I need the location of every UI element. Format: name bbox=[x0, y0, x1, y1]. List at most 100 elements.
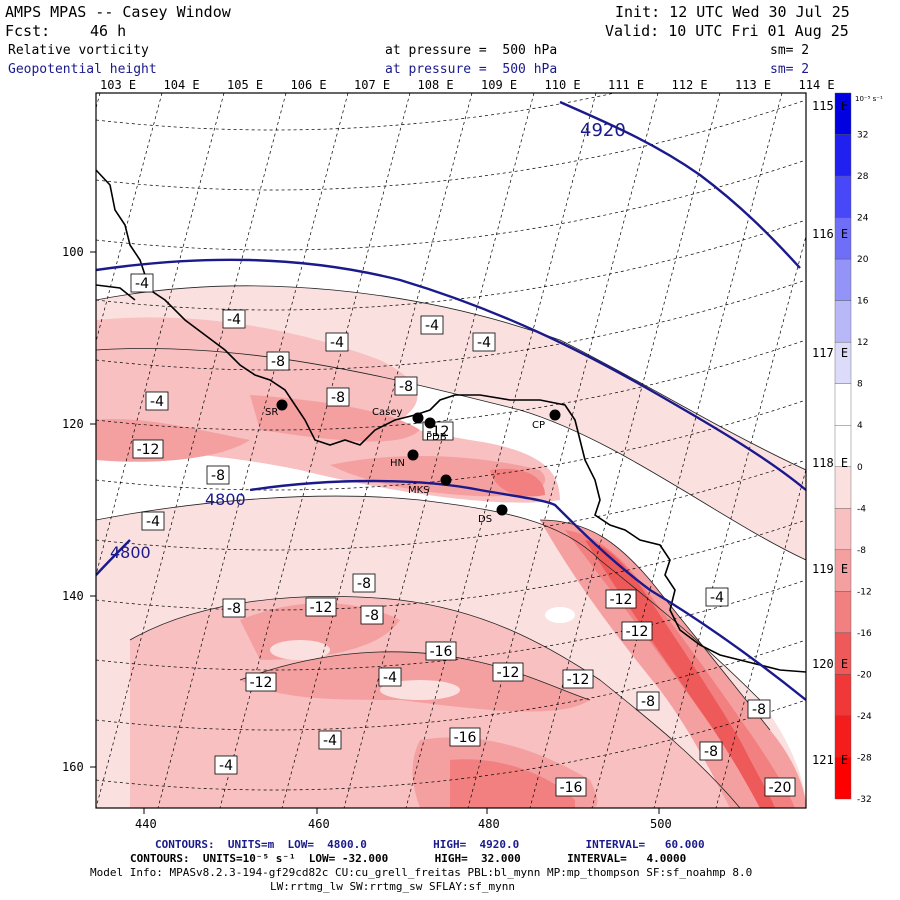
vorticity-label-text: -12 bbox=[626, 624, 649, 640]
height-contour-label: 4920 bbox=[580, 120, 626, 141]
y-tick-label: 140 bbox=[62, 589, 84, 603]
longitude-label-top: 109 E bbox=[481, 78, 517, 92]
valid-time: Valid: 10 UTC Fri 01 Aug 25 bbox=[605, 22, 849, 40]
vorticity-contour-label: -12 bbox=[245, 672, 277, 692]
station-label: HN bbox=[390, 458, 405, 469]
vorticity-contour-label: -8 bbox=[699, 741, 723, 761]
longitude-label-top: 111 E bbox=[608, 78, 644, 92]
vorticity-label-text: -4 bbox=[150, 394, 164, 410]
colorbar-tick-label: 32 bbox=[857, 131, 868, 141]
vorticity-label-box bbox=[555, 777, 587, 797]
station-dot bbox=[549, 409, 561, 421]
parallel-line bbox=[96, 639, 806, 731]
vorticity-contour-label: -8 bbox=[266, 351, 290, 371]
station-label: CP bbox=[532, 420, 545, 431]
colorbar-tick-label: -12 bbox=[857, 587, 872, 597]
vorticity-label-box bbox=[472, 332, 496, 352]
station-dot bbox=[424, 417, 436, 429]
parallel-line bbox=[96, 93, 617, 131]
vorticity-label-text: -8 bbox=[211, 468, 225, 484]
forecast-label: Fcst: bbox=[5, 22, 51, 40]
longitude-label-top: 114 E bbox=[799, 78, 835, 92]
coastline bbox=[96, 169, 806, 673]
vorticity-label-box bbox=[352, 573, 376, 593]
footer-model-info: Model Info: MPASv8.2.3-194-gf29cd82c CU:… bbox=[90, 866, 753, 879]
vorticity-label-box bbox=[747, 699, 771, 719]
vorticity-contour-label: -4 bbox=[141, 511, 165, 531]
station-marker: DS bbox=[478, 504, 508, 525]
vorticity-label-box bbox=[378, 667, 402, 687]
colorbar-swatch bbox=[834, 674, 852, 717]
vorticity-label-text: -4 bbox=[383, 670, 397, 686]
parallel-line bbox=[96, 99, 806, 191]
vorticity-label-box bbox=[318, 730, 342, 750]
station-label: MKS bbox=[408, 485, 430, 496]
vorticity-label-text: -4 bbox=[219, 758, 233, 774]
vorticity-label-box bbox=[222, 309, 246, 329]
station-dot bbox=[440, 474, 452, 486]
init-time: Init: 12 UTC Wed 30 Jul 25 bbox=[615, 3, 850, 21]
vorticity-label-text: -12 bbox=[610, 592, 633, 608]
vorticity-label-box bbox=[325, 332, 349, 352]
vorticity-label-box bbox=[130, 273, 154, 293]
vorticity-label-text: -8 bbox=[752, 702, 766, 718]
parallel-line bbox=[96, 339, 806, 431]
colorbar-swatch bbox=[834, 508, 852, 551]
x-tick-label: 440 bbox=[135, 817, 157, 831]
vorticity-label-text: -8 bbox=[271, 354, 285, 370]
height-contour-4800-north bbox=[96, 258, 806, 491]
y-tick-label: 120 bbox=[62, 417, 84, 431]
station-label: Casey bbox=[372, 407, 402, 418]
station-label: PDB bbox=[426, 432, 447, 443]
field2-name: Geopotential height bbox=[8, 62, 157, 77]
vorticity-label-text: -12 bbox=[497, 665, 520, 681]
vorticity-label-text: -4 bbox=[135, 276, 149, 292]
x-tick-label: 480 bbox=[478, 817, 500, 831]
station-label: DS bbox=[478, 514, 492, 525]
vorticity-label-layer: -4 -4 -4 -4 -4 -8 -8 -8 -4 -12 -8 -4 -8 -8 -12 -8 -16 -12… bbox=[130, 273, 796, 797]
vorticity-label-text: -4 bbox=[323, 733, 337, 749]
colorbar-swatch bbox=[834, 757, 852, 800]
colorbar-swatch bbox=[834, 715, 852, 758]
vorticity-label-text: -8 bbox=[331, 390, 345, 406]
longitude-label-top: 103 E bbox=[100, 78, 136, 92]
forecast-value: 46 h bbox=[90, 22, 127, 40]
vorticity-label-text: -20 bbox=[769, 780, 792, 796]
footer-vorticity-contours: CONTOURS: UNITS=10⁻⁵ s⁻¹ LOW= -32.000 HI… bbox=[130, 852, 687, 865]
vorticity-contour-label: -8 bbox=[394, 376, 418, 396]
colorbar-units: 10⁻⁵ s⁻¹ bbox=[855, 95, 883, 103]
colorbar-swatch bbox=[834, 300, 852, 343]
colorbar-swatch bbox=[834, 591, 852, 634]
field2-sm: sm= 2 bbox=[770, 62, 810, 77]
station-dot bbox=[496, 504, 508, 516]
y-tick-label: 100 bbox=[62, 245, 84, 259]
vorticity-label-box bbox=[699, 741, 723, 761]
vorticity-contour-label: -4 bbox=[325, 332, 349, 352]
vorticity-label-text: -8 bbox=[357, 576, 371, 592]
vorticity-contour-label: -4 bbox=[214, 755, 238, 775]
vorticity-label-text: -8 bbox=[704, 744, 718, 760]
vorticity-contour-label: -8 bbox=[326, 387, 350, 407]
vorticity-label-box bbox=[394, 376, 418, 396]
vorticity-label-box bbox=[132, 439, 164, 459]
colorbar-tick-label: 28 bbox=[857, 172, 869, 182]
longitude-label-top: 105 E bbox=[227, 78, 263, 92]
vorticity-label-text: -8 bbox=[399, 379, 413, 395]
colorbar-tick-label: 20 bbox=[857, 255, 869, 265]
vorticity-label-box bbox=[305, 597, 337, 617]
longitude-label-top: 112 E bbox=[672, 78, 708, 92]
colorbar-tick-label: -4 bbox=[857, 504, 866, 514]
vorticity-label-text: -12 bbox=[310, 600, 333, 616]
field1-name: Relative vorticity bbox=[8, 43, 149, 58]
vorticity-contour-label: -12 bbox=[562, 669, 594, 689]
vorticity-contour-label: -16 bbox=[555, 777, 587, 797]
colorbar-tick-label: -16 bbox=[857, 629, 872, 639]
vorticity-contour-label: -4 bbox=[318, 730, 342, 750]
vorticity-label-box bbox=[621, 621, 653, 641]
vorticity-contour-label: -12 bbox=[492, 662, 524, 682]
axis-label-layer: 103 E 104 E 105 E 106 E 107 E 108 E 109 E 110 E… bbox=[62, 78, 848, 831]
station-dot bbox=[407, 449, 419, 461]
vorticity-label-box bbox=[141, 511, 165, 531]
vorticity-label-box bbox=[420, 315, 444, 335]
vorticity-label-box bbox=[360, 605, 384, 625]
